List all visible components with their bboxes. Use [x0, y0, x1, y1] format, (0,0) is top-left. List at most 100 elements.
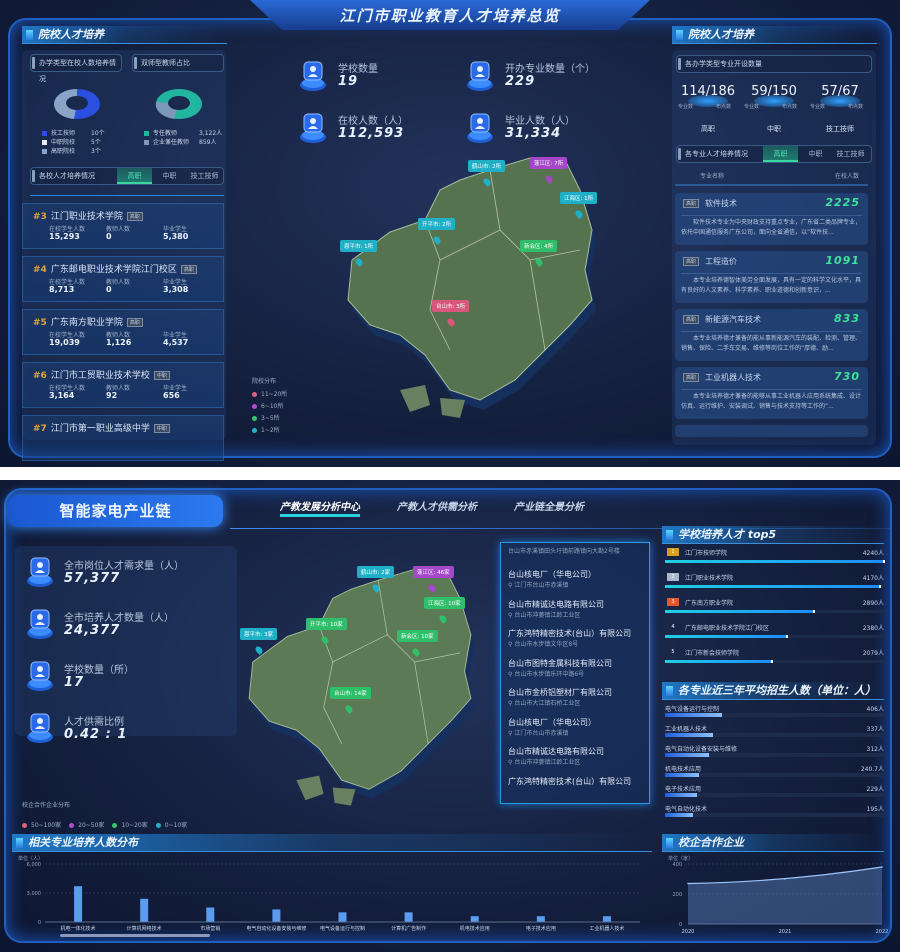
major-card[interactable]	[675, 425, 868, 437]
nav-tab-2[interactable]: 产业链全景分析	[514, 502, 584, 513]
company-name: 台山市图特金属科技有限公司	[508, 658, 612, 668]
map-pin-label[interactable]: 鹤山市: 2所	[468, 160, 506, 172]
school-rank: #6	[33, 371, 47, 381]
tab-中职[interactable]: 中职	[162, 172, 177, 180]
stat-value: 31,334	[505, 126, 562, 141]
stat-value: 5,380	[163, 232, 189, 241]
legend-value: 3个	[91, 148, 101, 155]
y-tick-label: 6,000	[27, 862, 41, 868]
major-card[interactable]: 高职 新能源汽车技术 833 本专业培养德才兼备的能从事新能源汽车的装配、检测、管理、…	[675, 309, 868, 361]
company-item[interactable]: 台山市图特金属科技有限公司 ⚲ 台山市水步镇乐环中路6号	[508, 658, 648, 678]
screen-frame	[4, 488, 892, 943]
nav-tab-0[interactable]: 产教发展分析中心	[280, 498, 360, 517]
school-card[interactable]: #3 江门职业技术学院 高职 在校学生人数 15,293 教师人数 0 毕业学生 5,380	[22, 203, 224, 249]
company-address: ⚲ 台山市大江镇石桥工业区	[508, 698, 648, 707]
map-pin-label[interactable]: 台山市: 14家	[330, 687, 371, 699]
tab-中职[interactable]: 中职	[808, 150, 823, 158]
company-name: 台山市精诚达电路有限公司	[508, 747, 604, 756]
progress-track	[665, 713, 885, 717]
legend-item: 专任教师 3,122人	[144, 128, 222, 137]
major-card[interactable]: 高职 工程造价 1091 本专业培养德智体美劳全面发展，具有一定的科学文化水平，具有良…	[675, 251, 868, 303]
map-pin-label[interactable]: 恩平市: 3家	[240, 628, 278, 640]
overview-screen: 江门市职业教育人才培养总览 院校人才培养 办学类型在校人数培养情况 双师型教师占…	[0, 0, 900, 467]
company-address-text: 台山市大江镇石桥工业区	[514, 700, 581, 707]
legend-item: 高职院校 3个	[42, 146, 101, 155]
company-item[interactable]: 台山核电厂（华电公司） ⚲ 江门市台山市赤溪镇	[508, 569, 648, 589]
tab-技工技师[interactable]: 技工技师	[190, 172, 219, 180]
x-tick-label: 2020	[682, 929, 695, 935]
school-count: 2079人	[862, 650, 884, 657]
jiangmen-map	[347, 157, 596, 418]
company-item[interactable]: 台山市金桥铝塑材厂有限公司 ⚲ 台山市大江镇石桥工业区	[508, 687, 648, 707]
stat-label: 毕业人数（人）	[505, 116, 575, 127]
map-pin-label[interactable]: 恩平市: 1所	[340, 240, 378, 252]
count-glow	[688, 95, 728, 107]
company-list-panel[interactable]	[500, 542, 650, 804]
stat-label: 全市岗位人才需求量（人）	[64, 561, 184, 572]
count-sub-label: 专业数	[810, 104, 826, 110]
bar	[536, 916, 545, 922]
school-count: 2380人	[862, 625, 884, 632]
major-desc: 本专业培养德才兼备的能够从事工业机器人应用系统集成、设计仿真、运行维护、安装调试…	[681, 389, 862, 413]
company-item[interactable]: 台山市精诚达电路有限公司 ⚲ 台山市冲蒌镇江龄工业区	[508, 746, 648, 766]
col-label: 毕业学生	[163, 332, 188, 339]
company-name: 台山核电厂（华电公司）	[508, 717, 596, 727]
map-pin-label[interactable]: 台山市: 3所	[432, 300, 470, 312]
map-pin-label[interactable]: 蓬江区: 7所	[530, 157, 568, 169]
major-card[interactable]: 高职 软件技术 2225 软件技术专业为中央财政支持重点专业，广东省二类品牌专业，依托…	[675, 193, 868, 245]
location-pin-icon: ⚲	[508, 611, 515, 619]
school-type-badge: 高职	[126, 212, 143, 221]
x-tick-label: 计算机广告制作	[391, 925, 426, 932]
school-card[interactable]: #7 江门市第一职业高级中学 中职	[22, 415, 224, 461]
school-card[interactable]: #5 广东南方职业学院 高职 在校学生人数 19,039 教师人数 1,126 毕业学生 4,5…	[22, 309, 224, 355]
tab-技工技师[interactable]: 技工技师	[836, 150, 865, 158]
map-pin-label[interactable]: 鹤山市: 2家	[357, 566, 395, 578]
map-pin-label[interactable]: 江海区: 10家	[424, 597, 465, 609]
stats-panel	[15, 546, 237, 736]
stat-value: 656	[163, 391, 180, 400]
legend-item: 20~50家	[69, 822, 104, 829]
major-name: 工程造价	[705, 257, 737, 266]
enroll-count: 240.7人	[860, 766, 884, 773]
company-address-text: 台山市冲蒌镇江龄工业区	[514, 611, 581, 619]
location-pin-icon: ⚲	[508, 700, 515, 707]
rank-badge: 5	[671, 649, 675, 655]
school-card[interactable]: #6 江门市工贸职业技术学校 中职 在校学生人数 3,164 教师人数 92 毕业学生 656	[22, 362, 224, 408]
major-desc: 本专业培养德才兼备的能从事新能源汽车的装配、检测、管理、销售、保险、二手车交易、…	[681, 331, 862, 355]
school-card[interactable]: #4 广东邮电职业技术学院江门校区 高职 在校学生人数 8,713 教师人数 0 毕业学生 3,…	[22, 256, 224, 302]
map-pin-label[interactable]: 江海区: 1所	[560, 192, 598, 204]
company-item[interactable]: 广东鸿特精密技术(台山）有限公司 ⚲ 台山市水步镇文华区8号	[508, 628, 648, 648]
map-pin-label[interactable]: 开平市: 10家	[306, 618, 347, 630]
company-item[interactable]: 台山核电厂（华电公司） ⚲ 江门市台山市赤溪镇	[508, 717, 648, 737]
major-desc: 本专业培养德智体美劳全面发展，具有一定的科学文化水平，具有良好的人文素养、科学素…	[681, 273, 862, 297]
major-card[interactable]: 高职 工业机器人技术 730 本专业培养德才兼备的能够从事工业机器人应用系统集成、设计…	[675, 367, 868, 419]
major-count: 833	[834, 312, 860, 325]
company-name: 台山核电厂（华电公司）	[508, 570, 596, 579]
map-pin-label[interactable]: 开平市: 2所	[418, 218, 456, 230]
legend-item: 技工技师 10个	[42, 128, 105, 137]
legend-item: 10~20家	[112, 822, 148, 829]
map-pin-label[interactable]: 新会区: 4所	[520, 240, 558, 252]
y-tick-label: 200	[672, 892, 682, 898]
legend-label: 技工技师	[51, 130, 76, 137]
tab-高职[interactable]: 高职	[763, 146, 798, 162]
legend-item: 1~2所	[252, 425, 287, 434]
legend-item: 企业兼任教师 859人	[144, 137, 216, 146]
map-pin-label[interactable]: 新会区: 10家	[397, 630, 438, 642]
stat-label: 学校数量	[338, 64, 378, 75]
stat-value: 57,377	[64, 571, 121, 586]
map-pin-label[interactable]: 蓬江区: 46家	[413, 566, 454, 578]
col-label: 在校学生人数	[49, 226, 86, 233]
count-type: 高职	[701, 125, 715, 133]
progress-track	[665, 773, 885, 777]
company-item[interactable]: 广东鸿特精密技术(台山）有限公司	[508, 776, 648, 787]
school-name: 江门市技师学院	[685, 550, 728, 557]
company-item[interactable]: 台山市精诚达电路有限公司 ⚲ 台山市冲蒌镇江龄工业区	[508, 599, 648, 619]
nav-tab-1[interactable]: 产教人才供需分析	[397, 502, 477, 513]
legend-label: 6~10所	[261, 403, 284, 410]
school-name: #3 江门职业技术学院 高职	[33, 209, 143, 222]
major-desc: 软件技术专业为中央财政支持重点专业，广东省二类品牌专业，依托中国通信服务广东公司…	[681, 215, 862, 239]
chart-scrollbar[interactable]	[60, 934, 210, 937]
col-label: 毕业学生	[163, 279, 188, 286]
tab-高职[interactable]: 高职	[117, 168, 152, 184]
